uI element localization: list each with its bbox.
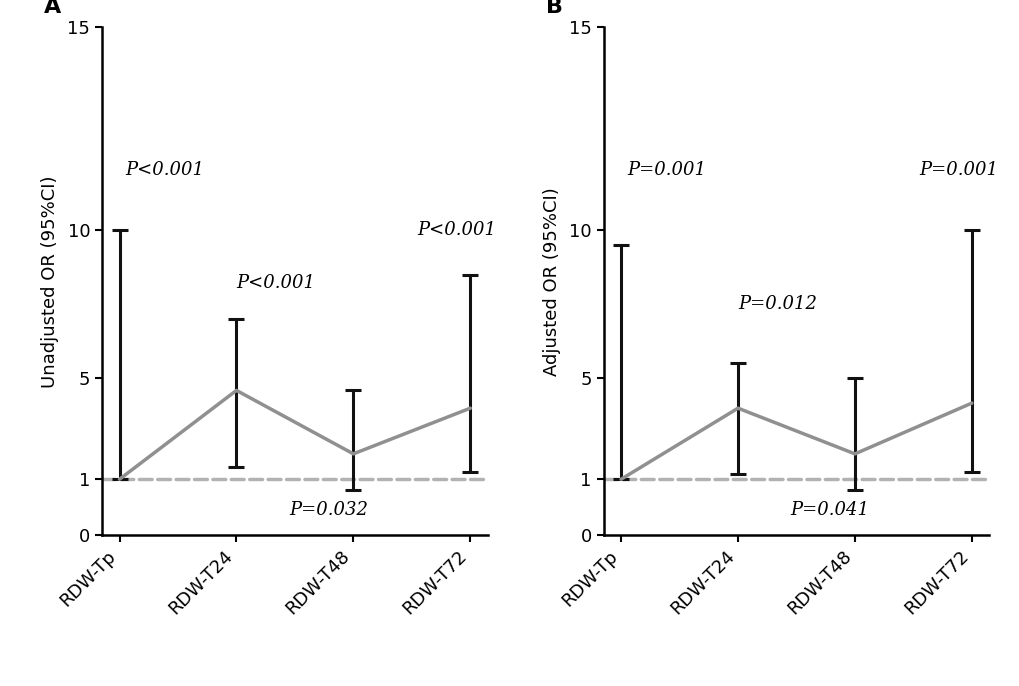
Text: A: A (44, 0, 61, 17)
Text: P<0.001: P<0.001 (236, 274, 315, 292)
Text: P=0.001: P=0.001 (627, 161, 705, 178)
Text: P<0.001: P<0.001 (417, 222, 496, 239)
Y-axis label: Adjusted OR (95%CI): Adjusted OR (95%CI) (542, 187, 560, 376)
Text: P=0.001: P=0.001 (918, 161, 998, 178)
Text: B: B (545, 0, 562, 17)
Text: P<0.001: P<0.001 (125, 161, 204, 178)
Text: P=0.032: P=0.032 (288, 501, 368, 519)
Text: P=0.041: P=0.041 (790, 501, 869, 519)
Text: P=0.012: P=0.012 (738, 295, 816, 313)
Y-axis label: Unadjusted OR (95%CI): Unadjusted OR (95%CI) (41, 175, 59, 388)
